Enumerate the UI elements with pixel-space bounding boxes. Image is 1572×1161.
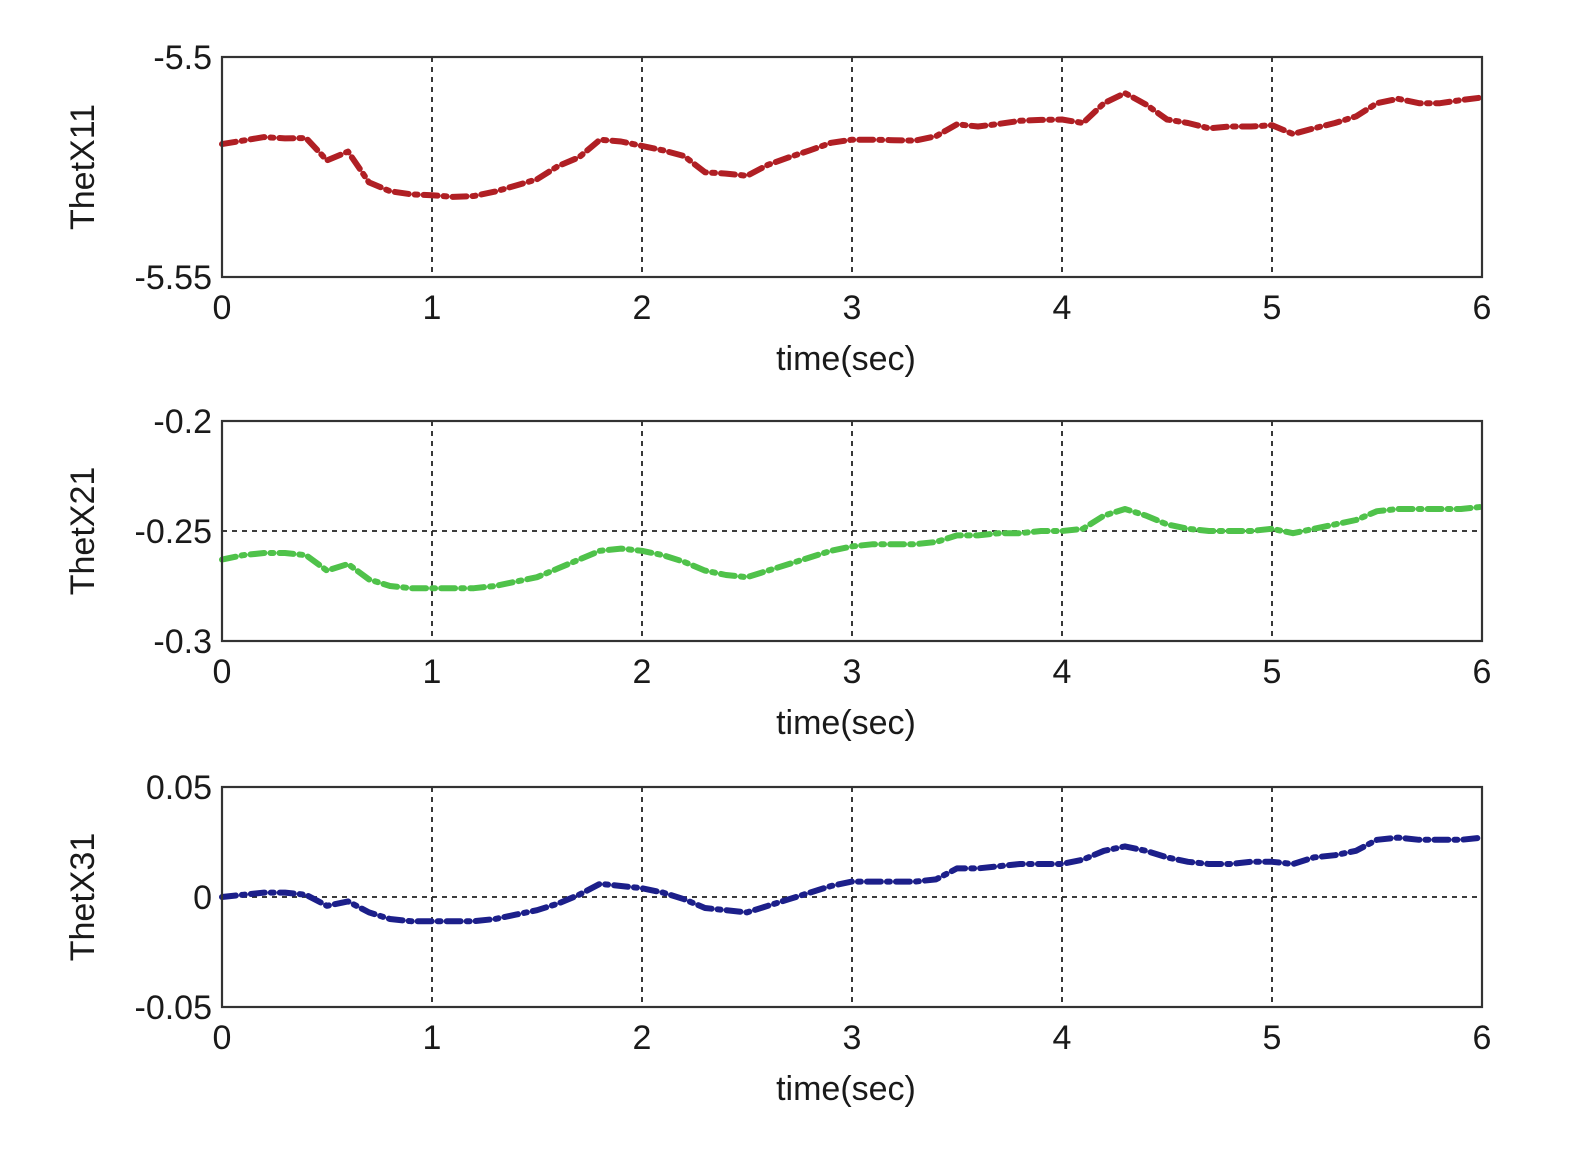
x-tick-label: 0	[213, 1019, 232, 1057]
x-tick-label: 6	[1473, 289, 1492, 327]
x-tick-label: 0	[213, 653, 232, 691]
x-tick-label: 5	[1263, 653, 1282, 691]
x-tick-label: 1	[423, 289, 442, 327]
y-tick-label: 0.05	[146, 769, 212, 807]
plot-frame	[220, 55, 1484, 279]
y-tick-label: -5.5	[153, 39, 212, 77]
x-tick-label: 1	[423, 1019, 442, 1057]
x-tick-label: 5	[1263, 1019, 1282, 1057]
y-tick-label: -0.25	[135, 513, 213, 551]
x-axis-label: time(sec)	[776, 704, 916, 742]
x-tick-label: 4	[1053, 1019, 1072, 1057]
x-tick-label: 6	[1473, 1019, 1492, 1057]
subplot-2: 0 1 2 3 4 5 6 -0.3 -0.25 -0.2 time(sec) ThetX21	[64, 403, 1491, 742]
plot-frame	[220, 419, 1484, 643]
y-tick-label: -0.2	[153, 403, 212, 441]
x-tick-label: 2	[633, 289, 652, 327]
y-axis-label: ThetX21	[64, 467, 102, 596]
series-line-3	[219, 834, 1485, 925]
subplot-1: 0 1 2 3 4 5 6 -5.55 -5.5 time(sec) ThetX11	[64, 39, 1491, 378]
x-tick-label: 6	[1473, 653, 1492, 691]
x-tick-label: 1	[423, 653, 442, 691]
x-axis-label: time(sec)	[776, 340, 916, 378]
y-tick-label: -0.05	[135, 989, 213, 1027]
y-tick-label: -0.3	[153, 623, 212, 661]
x-tick-label: 5	[1263, 289, 1282, 327]
plot-frame	[220, 785, 1484, 1009]
x-tick-label: 2	[633, 653, 652, 691]
x-tick-label: 3	[843, 653, 862, 691]
y-axis-label: ThetX11	[64, 104, 102, 230]
y-axis-label: ThetX31	[64, 833, 102, 962]
series-line-2	[219, 503, 1485, 592]
x-tick-label: 4	[1053, 653, 1072, 691]
y-tick-label: -5.55	[135, 259, 213, 297]
x-axis-label: time(sec)	[776, 1070, 916, 1108]
x-tick-label: 3	[843, 1019, 862, 1057]
series-line-1	[219, 90, 1485, 200]
x-tick-label: 3	[843, 289, 862, 327]
x-tick-label: 0	[213, 289, 232, 327]
y-tick-label: 0	[193, 879, 212, 917]
x-tick-label: 2	[633, 1019, 652, 1057]
x-tick-label: 4	[1053, 289, 1072, 327]
